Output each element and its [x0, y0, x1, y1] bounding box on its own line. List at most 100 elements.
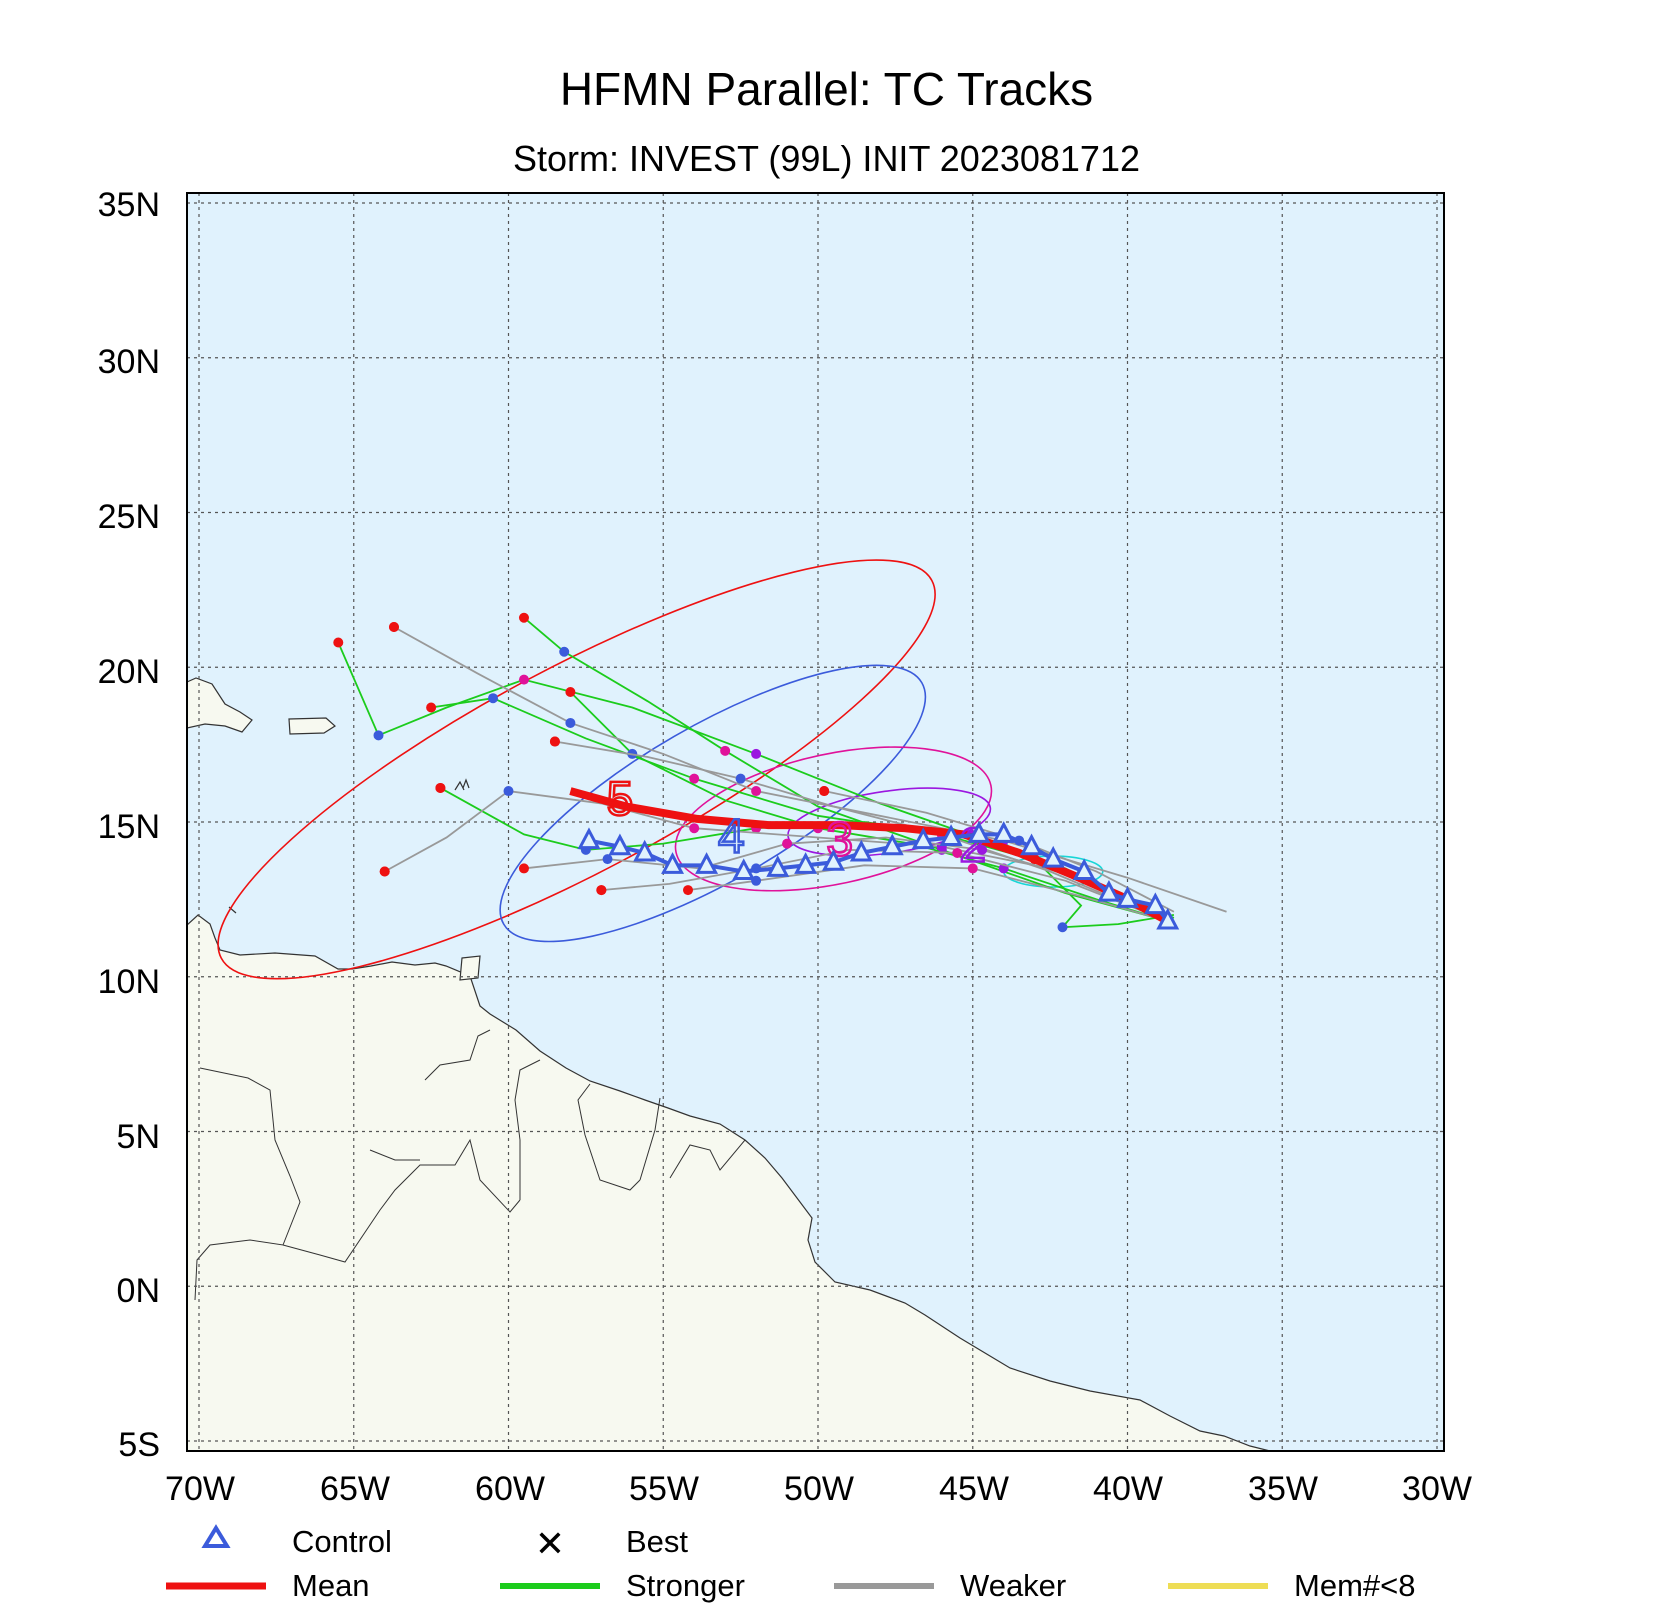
lon-label-50w: 50W: [784, 1470, 854, 1508]
track-point: [952, 847, 963, 858]
lon-label-70w: 70W: [165, 1470, 235, 1508]
member-track-stronger: [569, 691, 1168, 922]
control-track-marker: [992, 821, 1016, 843]
legend: ✕: [166, 1523, 1268, 1590]
control-track-marker: [577, 827, 601, 850]
track-point: [518, 674, 529, 685]
control-track-marker: [939, 824, 963, 846]
control-track-marker: [1116, 886, 1139, 908]
track-end-point: [596, 885, 607, 896]
control-track-marker: [1020, 833, 1044, 856]
track-point: [602, 854, 613, 865]
legend-best-symbol: ✕: [535, 1523, 565, 1564]
track-point: [751, 748, 762, 759]
control-track-marker: [880, 833, 904, 856]
land-puerto-rico: [288, 717, 336, 735]
lon-label-45w: 45W: [939, 1470, 1009, 1508]
control-track-marker: [633, 839, 657, 862]
control-track-line: [588, 832, 1170, 923]
track-point: [373, 730, 384, 741]
land-south-america: [187, 914, 1271, 1451]
track-point: [782, 838, 793, 849]
land-layer: [187, 677, 1271, 1451]
track-point: [735, 773, 746, 784]
lat-label-25n: 25N: [97, 498, 160, 536]
track-layer: 54 3 2: [217, 559, 1227, 980]
control-track-marker: [1097, 879, 1121, 902]
legend-control-label: Control: [292, 1524, 392, 1559]
track-point: [977, 844, 988, 855]
lon-label-40w: 40W: [1093, 1470, 1163, 1508]
track-end-point: [333, 637, 344, 648]
track-end-point: [518, 612, 529, 623]
track-end-point: [683, 885, 694, 896]
control-track-marker: [661, 852, 685, 874]
mean-day-marker: 5: [607, 773, 634, 826]
lon-label-30w: 30W: [1402, 1470, 1472, 1508]
track-end-point: [565, 687, 576, 698]
track-point: [689, 823, 700, 834]
lat-label-35n: 35N: [97, 186, 160, 224]
control-track-marker: [1156, 907, 1180, 930]
member-track-weaker: [601, 848, 1169, 922]
lon-label-35w: 35W: [1248, 1470, 1318, 1508]
track-point: [503, 786, 514, 797]
legend-stronger-label: Stronger: [626, 1568, 745, 1603]
lon-label-60w: 60W: [475, 1470, 545, 1508]
track-point: [559, 646, 570, 657]
mean-day-marker: 2: [959, 820, 986, 873]
legend-mem-label: Mem#<8: [1294, 1568, 1416, 1603]
lat-label-5n: 5N: [116, 1118, 160, 1156]
member-track-stronger: [523, 617, 1168, 922]
control-track-marker: [1041, 845, 1065, 868]
plot-frame: [186, 192, 1445, 1452]
track-point: [488, 693, 499, 704]
lat-label-30n: 30N: [97, 343, 160, 381]
uncertainty-ellipse: [674, 746, 993, 892]
control-track-marker: [766, 855, 790, 877]
control-track-marker: [1143, 892, 1167, 915]
control-track-marker: [794, 852, 818, 874]
control-track-marker: [608, 833, 632, 856]
track-end-point: [549, 736, 560, 747]
track-point: [751, 786, 762, 797]
lat-label-10n: 10N: [97, 963, 160, 1001]
control-track-marker: [732, 858, 756, 881]
track-point: [967, 863, 978, 874]
lon-label-65w: 65W: [320, 1470, 390, 1508]
control-track-marker: [1072, 858, 1096, 881]
track-end-point: [518, 863, 529, 874]
map-title: HFMN Parallel: TC Tracks: [559, 63, 1094, 115]
legend-mean-label: Mean: [292, 1568, 370, 1603]
track-end-point: [819, 786, 830, 797]
lat-label-0n: 0N: [116, 1272, 160, 1310]
lat-label-20n: 20N: [97, 653, 160, 691]
control-track-marker: [911, 827, 935, 850]
map-subtitle: Storm: INVEST (99L) INIT 2023081712: [513, 138, 1140, 179]
track-end-point: [379, 866, 390, 877]
track-end-point: [435, 782, 446, 793]
country-borders: [194, 1029, 746, 1301]
track-end-point: [388, 622, 399, 633]
member-track-weaker: [554, 740, 1169, 922]
member-track-weaker: [687, 864, 1168, 922]
lat-label-5s: 5S: [118, 1426, 160, 1464]
control-track-marker: [695, 852, 719, 874]
control-track-marker: [849, 839, 873, 862]
track-point: [689, 773, 700, 784]
legend-weaker-label: Weaker: [960, 1568, 1067, 1603]
track-point: [1057, 922, 1068, 933]
legend-best-label: Best: [626, 1524, 689, 1559]
lat-label-15n: 15N: [97, 808, 160, 846]
track-point: [720, 745, 731, 756]
mean-track-line: [569, 787, 1170, 925]
control-track-marker: [967, 821, 991, 843]
track-point: [565, 717, 576, 728]
lon-label-55w: 55W: [629, 1470, 699, 1508]
mean-day-marker: 4: [718, 810, 745, 863]
track-end-point: [426, 702, 437, 713]
legend-control-symbol: [201, 1524, 231, 1548]
control-track-marker: [821, 849, 845, 871]
land-trinidad: [459, 955, 481, 981]
